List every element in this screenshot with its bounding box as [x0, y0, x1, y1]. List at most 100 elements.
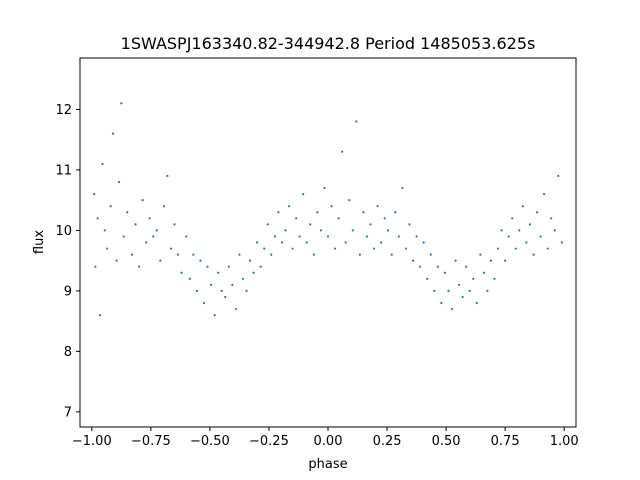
data-point	[106, 247, 109, 250]
data-point	[390, 253, 393, 256]
data-point	[507, 235, 510, 238]
data-point	[220, 289, 223, 292]
x-tick-label: 0.50	[432, 434, 461, 449]
data-point	[96, 217, 99, 220]
data-point	[263, 247, 266, 250]
chart-title: 1SWASPJ163340.82-344942.8 Period 1485053…	[121, 34, 536, 53]
data-point	[176, 253, 180, 256]
data-point	[134, 223, 137, 226]
data-point	[103, 229, 106, 232]
data-point	[98, 313, 102, 317]
data-point	[401, 186, 404, 190]
data-point	[238, 253, 241, 256]
data-point	[404, 247, 408, 250]
data-point	[252, 271, 255, 274]
data-point	[148, 217, 151, 220]
data-point	[518, 229, 521, 232]
data-point	[287, 205, 291, 208]
data-point	[337, 217, 340, 220]
data-point	[415, 235, 418, 238]
data-point	[511, 217, 514, 220]
data-point	[259, 265, 262, 268]
data-point	[185, 235, 188, 238]
data-point	[468, 289, 471, 292]
x-tick-label: −0.50	[190, 434, 230, 449]
data-point	[169, 247, 173, 250]
x-tick-label: −0.25	[249, 434, 289, 449]
x-axis: −1.00 −0.75 −0.50 −0.25 0.00 0.25 0.50 0.75 1.00	[72, 427, 579, 449]
data-point	[159, 259, 162, 262]
data-point	[397, 235, 400, 238]
data-point	[493, 277, 496, 280]
data-point	[213, 313, 216, 317]
data-point	[209, 283, 213, 286]
data-point	[546, 247, 549, 250]
data-point	[372, 247, 376, 250]
data-point	[199, 259, 202, 262]
data-point	[475, 301, 478, 305]
x-tick-label: −0.75	[131, 434, 171, 449]
y-tick-label: 7	[64, 405, 72, 420]
data-point	[543, 193, 546, 196]
data-point	[180, 271, 183, 274]
data-point	[141, 199, 144, 202]
data-point	[241, 277, 245, 280]
data-point	[514, 247, 517, 250]
data-point	[450, 307, 454, 311]
data-point	[295, 217, 298, 220]
data-point	[93, 193, 96, 196]
data-point	[130, 253, 134, 256]
data-point	[173, 223, 176, 226]
data-point	[380, 241, 383, 244]
x-tick-label: 1.00	[550, 434, 579, 449]
data-point	[482, 271, 485, 274]
x-tick-label: 0.25	[373, 434, 402, 449]
data-point	[560, 241, 563, 244]
y-tick-label: 9	[64, 284, 72, 299]
data-point	[137, 265, 141, 268]
x-axis-label: phase	[308, 457, 347, 472]
points-layer	[93, 102, 563, 317]
data-point	[358, 253, 361, 256]
data-point	[557, 174, 560, 178]
data-point	[408, 223, 411, 226]
data-point	[489, 259, 493, 262]
data-point	[341, 150, 344, 153]
data-point	[217, 271, 220, 274]
data-point	[496, 247, 500, 250]
data-point	[195, 289, 199, 292]
data-point	[411, 259, 415, 262]
data-point	[202, 301, 206, 305]
data-point	[273, 235, 276, 238]
data-point	[270, 253, 273, 256]
data-point	[457, 283, 461, 286]
data-point	[166, 174, 169, 178]
y-axis: 7 8 9 10 11 12	[55, 103, 80, 420]
data-point	[532, 253, 535, 256]
data-point	[266, 223, 269, 226]
data-point	[486, 289, 489, 292]
data-point	[117, 180, 121, 184]
data-point	[422, 241, 425, 244]
data-point	[277, 211, 280, 214]
data-point	[231, 283, 234, 286]
data-point	[504, 259, 507, 262]
y-tick-label: 10	[55, 224, 72, 239]
data-point	[500, 229, 503, 232]
data-point	[383, 217, 386, 220]
data-point	[369, 223, 372, 226]
data-point	[227, 265, 230, 268]
data-point	[461, 295, 464, 299]
data-point	[280, 241, 284, 244]
data-point	[454, 259, 457, 262]
data-point	[248, 259, 252, 262]
data-point	[465, 265, 468, 268]
data-point	[365, 235, 369, 238]
data-point	[351, 229, 354, 232]
data-point	[323, 186, 326, 190]
data-point	[333, 247, 337, 250]
data-point	[309, 223, 312, 226]
data-point	[443, 271, 447, 274]
data-point	[429, 253, 432, 256]
